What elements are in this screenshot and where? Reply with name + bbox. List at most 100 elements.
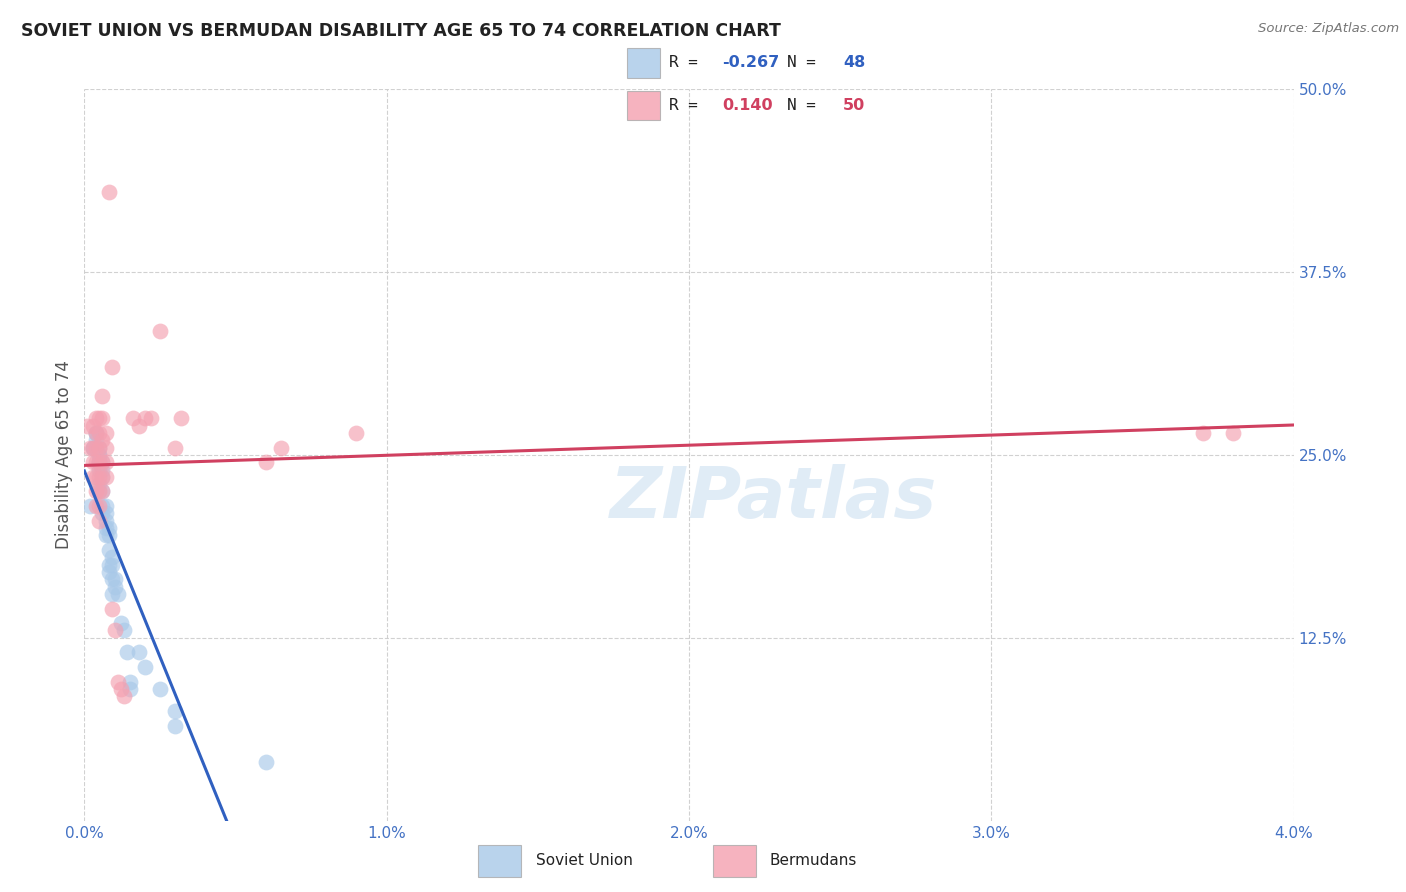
Point	[100, 558, 122, 572]
Point	[118, 681, 141, 696]
Point	[89, 514, 111, 528]
Point	[91, 462, 114, 476]
Point	[91, 499, 114, 513]
Point	[91, 470, 114, 484]
Point	[82, 441, 104, 455]
Point	[94, 425, 117, 440]
Point	[86, 441, 108, 455]
Point	[86, 470, 108, 484]
Point	[121, 411, 143, 425]
Point	[115, 645, 138, 659]
Text: Soviet Union: Soviet Union	[536, 854, 633, 868]
Point	[1222, 425, 1244, 440]
Point	[270, 441, 292, 455]
Point	[86, 425, 108, 440]
Point	[82, 441, 104, 455]
Point	[107, 674, 129, 689]
Point	[97, 558, 120, 572]
Point	[89, 484, 111, 499]
Point	[112, 690, 135, 704]
Point	[89, 411, 111, 425]
Point	[112, 624, 135, 638]
Point	[91, 484, 114, 499]
Point	[165, 718, 187, 732]
Point	[165, 704, 187, 718]
Point	[134, 660, 156, 674]
Point	[100, 360, 122, 375]
Point	[82, 418, 104, 433]
Text: N =: N =	[787, 98, 825, 113]
Point	[76, 418, 98, 433]
Text: ZIPatlas: ZIPatlas	[610, 465, 938, 533]
Text: Bermudans: Bermudans	[770, 854, 858, 868]
Point	[94, 499, 117, 513]
Bar	[627, 91, 659, 120]
Point	[100, 550, 122, 565]
Bar	[713, 845, 755, 877]
Point	[128, 418, 150, 433]
Point	[91, 434, 114, 448]
Point	[86, 411, 108, 425]
Text: 48: 48	[844, 55, 865, 70]
Point	[94, 455, 117, 469]
Point	[1192, 425, 1215, 440]
Point	[104, 580, 127, 594]
Point	[94, 521, 117, 535]
Point	[94, 507, 117, 521]
Point	[91, 411, 114, 425]
Point	[94, 514, 117, 528]
Point	[79, 499, 101, 513]
Point	[86, 455, 108, 469]
Point	[170, 411, 193, 425]
Point	[89, 499, 111, 513]
Text: SOVIET UNION VS BERMUDAN DISABILITY AGE 65 TO 74 CORRELATION CHART: SOVIET UNION VS BERMUDAN DISABILITY AGE …	[21, 22, 780, 40]
Point	[254, 755, 277, 769]
Point	[104, 572, 127, 586]
Point	[89, 462, 111, 476]
Point	[165, 441, 187, 455]
Point	[91, 455, 114, 469]
Point	[100, 572, 122, 586]
Point	[89, 441, 111, 455]
Point	[89, 441, 111, 455]
Point	[86, 499, 108, 513]
Point	[139, 411, 162, 425]
Point	[79, 441, 101, 455]
Point	[94, 470, 117, 484]
Point	[91, 389, 114, 403]
Point	[254, 455, 277, 469]
Point	[86, 484, 108, 499]
Point	[91, 470, 114, 484]
Point	[110, 681, 132, 696]
Point	[104, 624, 127, 638]
Point	[91, 507, 114, 521]
Point	[107, 587, 129, 601]
Point	[97, 185, 120, 199]
Point	[97, 521, 120, 535]
Text: N =: N =	[787, 55, 825, 70]
Point	[82, 470, 104, 484]
Text: R =: R =	[669, 98, 717, 113]
Point	[346, 425, 368, 440]
Point	[149, 324, 172, 338]
Point	[100, 587, 122, 601]
Point	[86, 425, 108, 440]
Point	[89, 484, 111, 499]
Text: 0.140: 0.140	[723, 98, 773, 113]
Point	[89, 448, 111, 462]
Point	[86, 425, 108, 440]
Point	[97, 528, 120, 542]
Bar	[627, 48, 659, 78]
Text: R =: R =	[669, 55, 707, 70]
Point	[149, 681, 172, 696]
Point	[89, 455, 111, 469]
Y-axis label: Disability Age 65 to 74: Disability Age 65 to 74	[55, 360, 73, 549]
Text: Source: ZipAtlas.com: Source: ZipAtlas.com	[1258, 22, 1399, 36]
Point	[89, 455, 111, 469]
Point	[82, 455, 104, 469]
Point	[97, 565, 120, 579]
Point	[89, 470, 111, 484]
Point	[128, 645, 150, 659]
Bar	[478, 845, 522, 877]
Point	[100, 601, 122, 615]
